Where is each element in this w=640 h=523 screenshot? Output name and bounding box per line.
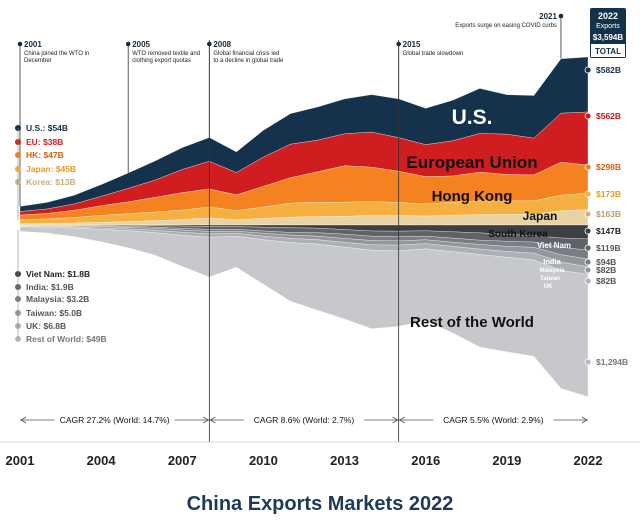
end-label-viet-nam: $147B: [596, 226, 621, 236]
inline-label-uk: UK: [544, 284, 553, 290]
end-label-rest-of-world: $1,294B: [596, 357, 628, 367]
cagr-arrow-left-2: [398, 416, 405, 424]
end-labels: $582B$562B$298B$173B$163B$147B$119B$94B$…: [584, 65, 628, 367]
cagr-bg-0: [54, 413, 175, 427]
cagr-label-0: CAGR 27.2% (World: 14.7%): [60, 415, 170, 425]
event-year-2005: 2005: [132, 40, 150, 49]
inline-label-u-s-: U.S.: [452, 106, 493, 129]
inline-label-viet-nam: Viet Nam: [537, 241, 571, 250]
start-label-rest-of-world: Rest of World: $49B: [26, 334, 107, 344]
start-label-european-union: EU: $38B: [26, 137, 63, 147]
event-dot-2005: [125, 41, 131, 47]
total-box-exports: Exports: [596, 23, 620, 30]
end-dot-hong-kong: [584, 163, 592, 171]
event-text-2015: Global trade slowdown: [403, 51, 464, 57]
event-dot-2001: [17, 41, 23, 47]
stream-areas: [19, 56, 589, 398]
x-tick-2013: 2013: [330, 453, 359, 468]
end-dot-japan: [584, 190, 592, 198]
inline-label-hong-kong: Hong Kong: [432, 188, 513, 205]
total-box-label-bg: [591, 44, 625, 57]
event-dot-2021: [558, 13, 564, 19]
x-tick-2010: 2010: [249, 453, 278, 468]
start-label-korea: Korea: $13B: [26, 177, 76, 187]
end-dot-india: [584, 244, 592, 252]
start-labels: U.S.: $54B EU: $38B HK: $47B Japan: $45B Kor…: [15, 123, 107, 344]
cagr-arrow-right-2: [581, 416, 588, 424]
end-label-malaysia: $94B: [596, 257, 616, 267]
event-year-2021: 2021: [539, 12, 557, 21]
chart-title: China Exports Markets 2022: [187, 493, 454, 515]
start-label-taiwan: Taiwan: $5.0B: [26, 308, 82, 318]
cagr-label-1: CAGR 8.6% (World: 2.7%): [254, 415, 355, 425]
inline-label-malaysia: Malaysia: [539, 268, 565, 274]
cagr-bg-2: [433, 413, 554, 427]
event-annotations: 2001 China joined the WTO in December 2005 W…: [17, 12, 564, 207]
end-label-uk: $82B: [596, 276, 616, 286]
end-dot-taiwan: [584, 266, 592, 274]
start-label-viet-nam: Viet Nam: $1.8B: [26, 269, 90, 279]
cagr-arrow-right-0: [203, 416, 210, 424]
cagr-arrow-left-0: [20, 416, 27, 424]
total-box-total: TOTAL: [595, 47, 621, 56]
start-label-hong-kong: HK: $47B: [26, 150, 64, 160]
end-label-u-s-: $582B: [596, 65, 621, 75]
total-box-year: 2022: [598, 11, 618, 21]
end-dot-viet-nam: [584, 227, 592, 235]
start-label-japan: Japan: $45B: [26, 164, 76, 174]
area-rest-of-world: [19, 226, 589, 398]
start-label-uk: UK: $6.8B: [26, 321, 66, 331]
inline-label-india: India: [543, 257, 561, 266]
inline-series-labels: U.S. European Union Hong Kong Japan South Ko…: [406, 106, 571, 331]
inline-label-japan: Japan: [523, 209, 558, 223]
total-exports-box: 2022 Exports $3,594B TOTAL: [590, 8, 626, 58]
inline-label-korea: South Korea: [488, 229, 548, 240]
x-tick-2007: 2007: [168, 453, 197, 468]
x-tick-2004: 2004: [87, 453, 117, 468]
end-dot-rest-of-world: [584, 358, 592, 366]
start-label-india: India: $1.9B: [26, 282, 74, 292]
end-dot-u-s-: [584, 66, 592, 74]
end-label-japan: $173B: [596, 189, 621, 199]
event-text-2005: WTO removed textile and clothing export q…: [132, 51, 200, 64]
cagr-arrow-right-1: [392, 416, 399, 424]
x-axis-ticks: 2001 2004 2007 2010 2013 2016 2019 2022: [0, 441, 640, 468]
inline-label-taiwan: Taiwan: [540, 276, 560, 282]
event-text-2021: Exports surge on easing COVID curbs: [455, 23, 557, 29]
event-year-2015: 2015: [403, 40, 421, 49]
x-tick-2001: 2001: [6, 453, 35, 468]
end-dot-korea: [584, 210, 592, 218]
cagr-bar: CAGR 27.2% (World: 14.7%) CAGR 8.6% (Worl…: [20, 40, 588, 442]
end-dot-uk: [584, 277, 592, 285]
start-label-malaysia: Malaysia: $3.2B: [26, 294, 89, 304]
event-text-2008: Global financial crisis led to a decline …: [213, 51, 284, 64]
end-label-european-union: $562B: [596, 111, 621, 121]
end-label-korea: $163B: [596, 209, 621, 219]
cagr-label-2: CAGR 5.5% (World: 2.9%): [443, 415, 544, 425]
end-label-taiwan: $82B: [596, 265, 616, 275]
event-year-2008: 2008: [213, 40, 231, 49]
end-label-hong-kong: $298B: [596, 162, 621, 172]
inline-label-rest-of-world: Rest of the World: [410, 314, 534, 331]
end-label-india: $119B: [596, 243, 621, 253]
end-dot-european-union: [584, 112, 592, 120]
cagr-arrow-left-1: [209, 416, 216, 424]
x-tick-2019: 2019: [492, 453, 521, 468]
inline-label-european-union: European Union: [406, 153, 537, 172]
event-text-2001: China joined the WTO in December: [24, 51, 89, 64]
x-tick-2022: 2022: [574, 453, 603, 468]
start-label-u-s-: U.S.: $54B: [26, 123, 68, 133]
event-year-2001: 2001: [24, 40, 42, 49]
end-dot-malaysia: [584, 258, 592, 266]
cagr-bg-1: [244, 413, 364, 427]
x-tick-2016: 2016: [411, 453, 440, 468]
total-box-value: $3,594B: [593, 33, 623, 42]
